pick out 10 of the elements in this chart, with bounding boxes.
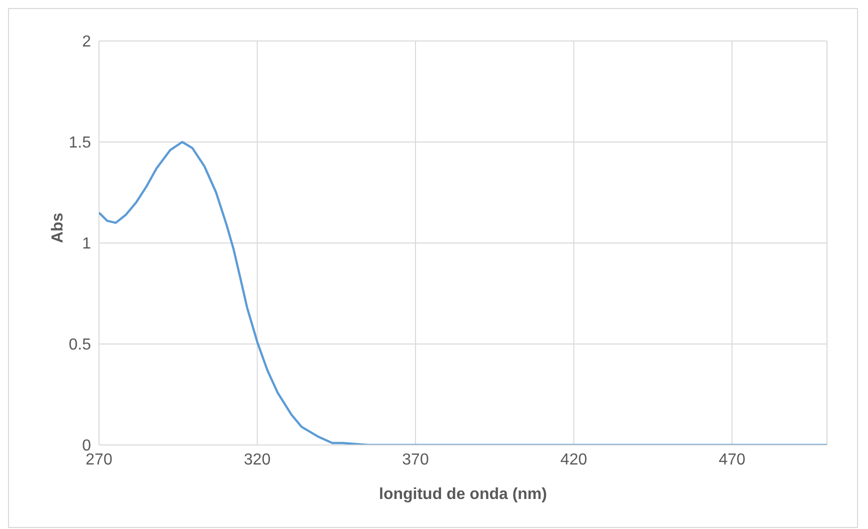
- x-tick-label: 370: [402, 451, 429, 468]
- x-tick-label: 420: [560, 451, 588, 468]
- x-tick-label: 320: [244, 451, 271, 468]
- x-axis-title: longitud de onda (nm): [379, 486, 547, 503]
- x-tick-label: 470: [718, 451, 746, 468]
- y-axis-title: Abs: [50, 212, 67, 243]
- y-tick-label: 1: [82, 236, 92, 253]
- y-tick-label: 0.5: [68, 336, 92, 354]
- y-tick-label: 1.5: [68, 134, 92, 152]
- y-tick-label: 2: [82, 34, 92, 51]
